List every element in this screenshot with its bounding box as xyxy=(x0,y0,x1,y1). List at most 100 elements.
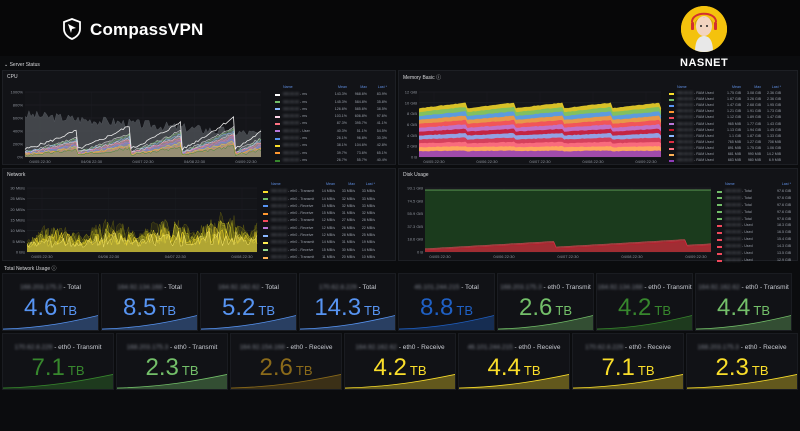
legend-item[interactable]: 000.00.00 - Used 13.5 GiB xyxy=(717,250,797,257)
legend-swatch xyxy=(263,241,268,244)
stat-panel[interactable]: 168.203.175.3 - eth0 - Transmit 2.6 TB xyxy=(497,273,594,331)
info-icon[interactable]: ⓘ xyxy=(51,266,57,272)
legend-column-header[interactable]: Max xyxy=(360,85,367,89)
legend-item[interactable]: 000.00.00 - ms 145.3% 584.8% 35.8% xyxy=(275,99,395,106)
legend-item[interactable]: 000.00.00 - RAM Used 1.1 GiB 1.87 GiB 1.33 … xyxy=(669,133,797,139)
legend-column-header[interactable]: Name xyxy=(271,182,281,186)
legend-item[interactable]: 000.00.00 - RAM Used 1.21 GiB 1.91 GiB 1.73… xyxy=(669,108,797,114)
stat-panel[interactable]: 164.92.134.168 - Total 8.5 TB xyxy=(101,273,198,331)
legend-item[interactable]: 000.00.00 - RAM Used 965 MiB 1.77 GiB 1.43 … xyxy=(669,121,797,127)
legend-item[interactable]: 000.00.00 - RAM Used 765 MiB 1.27 GiB 708 M… xyxy=(669,139,797,145)
legend-column-header[interactable]: Last * xyxy=(377,85,387,89)
brand-name[interactable]: CompassVPN xyxy=(90,20,204,39)
stat-panel[interactable]: 170.62.8.229 - Total 14.3 TB xyxy=(299,273,396,331)
legend-column-header[interactable]: Max xyxy=(754,85,761,89)
x-tick-label: 04/07 22:30 xyxy=(557,254,579,259)
legend-column-header[interactable]: Name xyxy=(677,85,687,89)
legend-item[interactable]: 000.00.00 - Used 16.5 GiB xyxy=(717,229,797,236)
legend-column-header[interactable]: Max xyxy=(348,182,355,186)
legend-item[interactable]: 000.00.00 - ms 103.1% 606.8% 97.6% xyxy=(275,113,395,120)
legend-item[interactable]: 000.00.00 - Used 18.3 GiB xyxy=(717,222,797,229)
legend-item[interactable]: 000.00.00 - User 40.3% 51.1% 54.5% xyxy=(275,128,395,135)
legend-item[interactable]: 000.00.00 - ms 87.3% 395.7% 41.1% xyxy=(275,120,395,127)
row-total-network[interactable]: Total Network Usage ⓘ xyxy=(4,266,57,272)
series-line xyxy=(418,150,662,152)
legend-item[interactable]: 000.00.00 - ms 38.1% 104.6% 42.8% xyxy=(275,142,395,149)
legend-item[interactable]: 000.00.00 - Total 97.6 GiB xyxy=(717,209,797,216)
legend-item[interactable]: 000.00.00 - eth0 - Receive 15 MB/s 30 MB/s… xyxy=(263,247,395,254)
y-tick-label: 25 MB/s xyxy=(10,196,25,201)
legend-item[interactable]: 000.00.00 - eth0 - Receive 15 MB/s 32 MB/s… xyxy=(263,203,395,210)
stat-panel[interactable]: 168.203.175.3 - eth0 - Receive 2.3 TB xyxy=(686,333,798,390)
stat-panel[interactable]: 164.92.134.168 - eth0 - Transmit 4.2 TB xyxy=(596,273,693,331)
legend-item[interactable]: 000.00.00 - RAM Used 1.67 GiB 3.26 GiB 2.36… xyxy=(669,96,797,102)
row-server-status[interactable]: ⌄ Server Status xyxy=(4,62,40,68)
legend-column-header[interactable]: Last * xyxy=(781,182,791,186)
legend-column-header[interactable]: Last * xyxy=(771,85,781,89)
legend-column-header[interactable]: Mean xyxy=(326,182,335,186)
legend-column-header[interactable]: Name xyxy=(725,182,735,186)
legend-item[interactable]: 000.00.00 - RAM Used 683 MiB 980 MiB 6.9 Mi… xyxy=(669,157,797,163)
network-chart[interactable]: 30 MB/s 25 MB/s 20 MB/s 15 MB/s 10 MB/s 5 MB/… xyxy=(3,172,259,262)
legend-item[interactable]: 000.00.00 - ms 126.6% 585.6% 38.5% xyxy=(275,106,395,113)
legend-item[interactable]: 000.00.00 - eth0 - Receive 15 MB/s 31 MB/s… xyxy=(263,210,395,217)
sparkline-area xyxy=(117,374,227,389)
legend-item[interactable]: 000.00.00 - RAM Used 1.75 GiB 3.08 GiB 2.36… xyxy=(669,90,797,96)
cpu-panel[interactable]: CPU 1000% 800% 600% 400% 200% 0% 04/05 22:30 04… xyxy=(2,70,396,165)
stat-panel[interactable]: 46.101.244.215 - eth0 - Receive 4.4 TB xyxy=(458,333,570,390)
info-icon[interactable]: ⓘ xyxy=(436,75,442,81)
stat-sparkline xyxy=(117,374,227,389)
stat-panel[interactable]: 164.92.162.62 - eth0 - Receive 4.2 TB xyxy=(344,333,456,390)
memory-panel[interactable]: Memory Basic ⓘ 12 GiB 10 GiB 8 GiB 6 GiB 4 G… xyxy=(398,70,798,165)
legend-item[interactable]: 000.00.00 - eth0 - Transmit 12 MB/s 27 MB/… xyxy=(263,217,395,224)
legend-mean: 126.6% xyxy=(334,106,347,111)
legend-name: 000.00.00 - eth0 - Transmit xyxy=(271,218,315,223)
stat-panel[interactable]: 164.92.154.168 - eth0 - Receive 2.6 TB xyxy=(230,333,342,390)
stat-panel[interactable]: 170.62.8.229 - eth0 - Receive 7.1 TB xyxy=(572,333,684,390)
legend-item[interactable]: 000.00.00 - Total 97.6 GiB xyxy=(717,216,797,223)
stat-panel[interactable]: 164.92.162.62 - eth0 - Transmit 4.4 TB xyxy=(695,273,792,331)
legend-name: 000.00.00 - RAM Used xyxy=(677,152,714,157)
disk-panel[interactable]: Disk Usage 93.1 GiB 74.5 GiB 55.9 GiB 37.3 … xyxy=(398,168,798,264)
stat-panel[interactable]: 168.203.175.3 - Total 4.6 TB xyxy=(2,273,99,331)
legend-item[interactable]: 000.00.00 - ms 26.7% 55.7% 40.4% xyxy=(275,157,395,164)
legend-last: 2.36 GiB xyxy=(767,91,781,96)
legend-item[interactable]: 000.00.00 - eth0 - Receive 12 MB/s 26 MB/s… xyxy=(263,225,395,232)
legend-column-header[interactable]: Mean xyxy=(338,85,347,89)
legend-item[interactable]: 000.00.00 - Used 12.9 GiB xyxy=(717,257,797,264)
legend-item[interactable]: 000.00.00 - eth0 - Transmit 14 MB/s 32 MB/… xyxy=(263,196,395,203)
stat-panel[interactable]: 168.203.175.3 - eth0 - Transmit 2.3 TB xyxy=(116,333,228,390)
legend-item[interactable]: 000.00.00 - Total 97.6 GiB xyxy=(717,188,797,195)
legend-item[interactable]: 000.00.00 - ms 39.7% 73.6% 65.1% xyxy=(275,150,395,157)
legend-item[interactable]: 000.00.00 - Total 97.6 GiB xyxy=(717,202,797,209)
legend-last: 25 MB/s xyxy=(361,233,375,238)
legend-item[interactable]: 000.00.00 - Total 97.6 GiB xyxy=(717,195,797,202)
legend-item[interactable]: 000.00.00 - eth0 - Transmit 14 MB/s 33 MB/… xyxy=(263,188,395,195)
legend-item[interactable]: 000.00.00 - Used 14.3 GiB xyxy=(717,243,797,250)
sparkline-area xyxy=(201,315,296,330)
disk-chart[interactable]: 93.1 GiB 74.5 GiB 55.9 GiB 37.3 GiB 18.6 GiB… xyxy=(399,172,715,262)
legend-item[interactable]: 000.00.00 - eth0 - Transmit 11 MB/s 20 MB/… xyxy=(263,254,395,261)
legend-item[interactable]: 000.00.00 - RAM Used 1.13 GiB 1.94 GiB 1.45… xyxy=(669,127,797,133)
legend-item[interactable]: 000.00.00 - RAM Used 1.12 GiB 1.89 GiB 1.47… xyxy=(669,114,797,120)
network-panel[interactable]: Network 30 MB/s 25 MB/s 20 MB/s 15 MB/s 10 M… xyxy=(2,168,396,261)
legend-item[interactable]: 000.00.00 - eth0 - Receive 12 MB/s 28 MB/s… xyxy=(263,232,395,239)
legend-item[interactable]: 000.00.00 - eth0 - Transmit 14 MB/s 31 MB/… xyxy=(263,239,395,246)
legend-item[interactable]: 000.00.00 - RAM Used 891 MiB 1.75 GiB 1.06 … xyxy=(669,145,797,151)
legend-item[interactable]: 000.00.00 - ms 26.1% 96.8% 30.3% xyxy=(275,135,395,142)
legend-swatch xyxy=(717,245,722,248)
legend-column-header[interactable]: Mean xyxy=(732,85,741,89)
legend-column-header[interactable]: Last * xyxy=(365,182,375,186)
legend-column-header[interactable]: Name xyxy=(283,85,293,89)
stat-panel[interactable]: 170.62.8.229 - eth0 - Transmit 7.1 TB xyxy=(2,333,114,390)
stat-panel[interactable]: 46.101.244.215 - Total 8.8 TB xyxy=(398,273,495,331)
legend-item[interactable]: 000.00.00 - ms 143.3% 968.6% 83.9% xyxy=(275,91,395,98)
cpu-chart[interactable]: 1000% 800% 600% 400% 200% 0% 04/05 22:30 04/06 … xyxy=(3,74,263,166)
stat-panel[interactable]: 164.92.162.62 - Total 5.2 TB xyxy=(200,273,297,331)
series-line xyxy=(24,115,262,152)
legend-item[interactable]: 000.00.00 - Used 15.4 GiB xyxy=(717,236,797,243)
legend-item[interactable]: 000.00.00 - RAM Used 681 MiB 990 MiB 14.2 M… xyxy=(669,151,797,157)
legend-last: 33 MB/s xyxy=(361,189,375,194)
legend-item[interactable]: 000.00.00 - RAM Used 1.47 GiB 2.68 GiB 1.95… xyxy=(669,102,797,108)
memory-chart[interactable]: 12 GiB 10 GiB 8 GiB 6 GiB 4 GiB 2 GiB 0 B 04/05… xyxy=(399,74,665,166)
